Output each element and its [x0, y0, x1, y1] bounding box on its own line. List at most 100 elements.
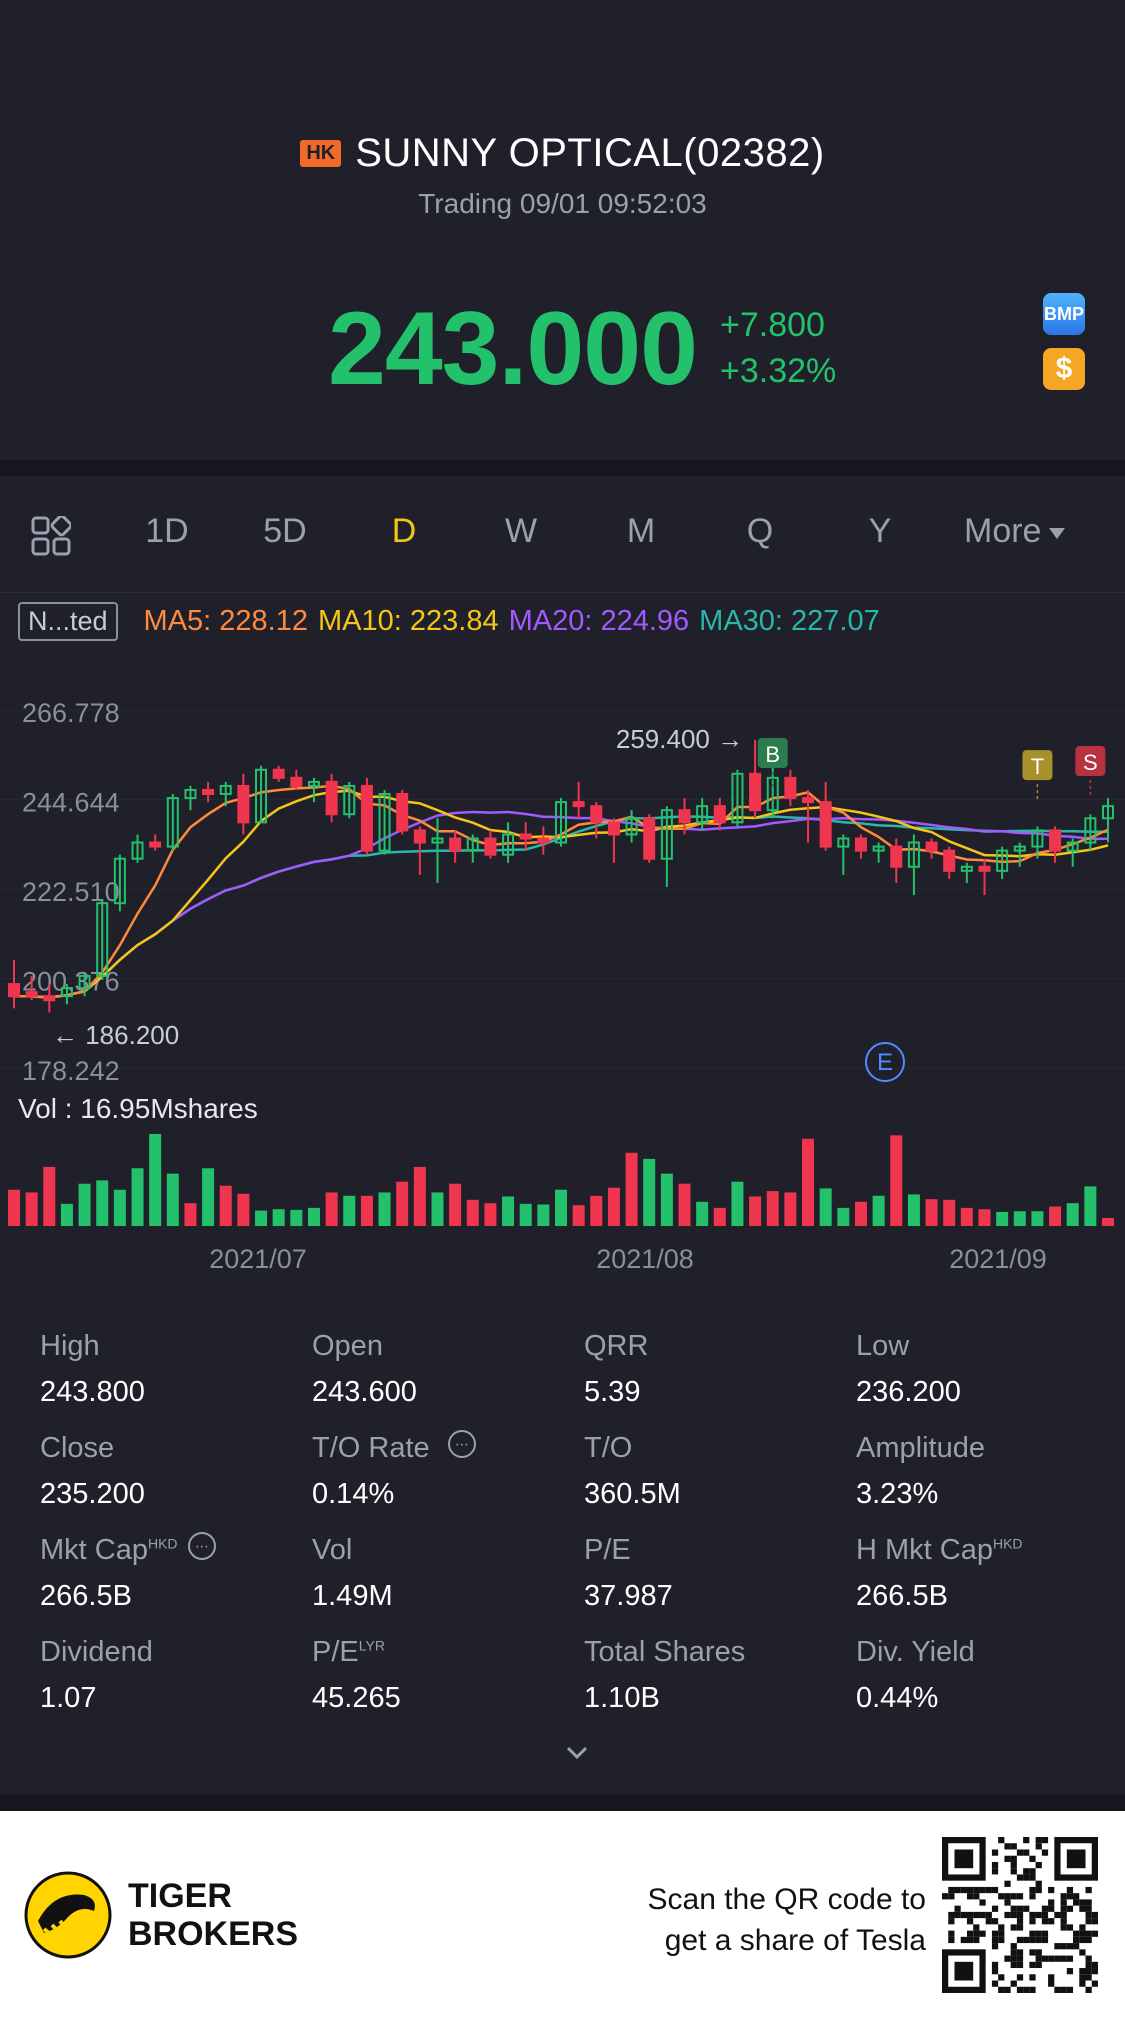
- qr-module: [973, 1893, 980, 1900]
- stat-label: P/E: [584, 1534, 631, 1566]
- grid-menu-icon[interactable]: [31, 516, 71, 556]
- info-icon[interactable]: ⋯: [448, 1430, 476, 1458]
- candle-body: [731, 772, 744, 824]
- candle-body: [360, 784, 373, 852]
- stat-value: 37.987: [584, 1580, 673, 1612]
- tab-y[interactable]: Y: [868, 512, 892, 550]
- adjustment-selector[interactable]: N...ted: [18, 601, 118, 641]
- stat-value: 3.23%: [856, 1478, 939, 1510]
- candle-body: [660, 809, 673, 860]
- qr-module: [998, 1837, 1005, 1844]
- stat-value: 360.5M: [584, 1478, 681, 1510]
- candle-body: [25, 991, 38, 998]
- volume-bar: [307, 1207, 320, 1226]
- volume-bar: [996, 1211, 1009, 1226]
- earnings-marker: [865, 1042, 905, 1082]
- qr-module: [991, 1861, 999, 1869]
- dollar-icon[interactable]: $: [1043, 348, 1085, 390]
- tab-5d[interactable]: 5D: [263, 512, 307, 550]
- volume-bar: [325, 1192, 338, 1226]
- volume-bar: [625, 1152, 638, 1226]
- qr-module: [954, 1905, 961, 1912]
- volume-bar: [660, 1173, 673, 1226]
- tab-w[interactable]: W: [504, 512, 538, 550]
- qr-module: [966, 1886, 974, 1894]
- qr-module: [1004, 1955, 1011, 1962]
- tab-d[interactable]: D: [391, 512, 417, 550]
- tab-q[interactable]: Q: [746, 512, 774, 550]
- qr-module: [1060, 1986, 1067, 1993]
- y-tick-label: 178.242: [22, 1056, 120, 1086]
- brand-name: TIGER BROKERS: [128, 1877, 298, 1953]
- tab-more[interactable]: More: [964, 512, 1066, 551]
- candle-body: [1066, 841, 1079, 852]
- qr-module: [966, 1918, 974, 1925]
- candle-body: [572, 801, 585, 808]
- volume-bar: [978, 1209, 991, 1226]
- stat-label: Div. Yield: [856, 1636, 975, 1668]
- qr-module: [1079, 1949, 1086, 1956]
- qr-module: [1091, 1930, 1098, 1937]
- qr-code-icon[interactable]: [942, 1837, 1098, 1993]
- stat-label: T/O: [584, 1432, 633, 1464]
- stat-unit: HKD: [147, 1535, 178, 1552]
- stat-label: H Mkt CapHKD: [856, 1534, 1023, 1566]
- candle-body: [1013, 845, 1026, 852]
- tab-m[interactable]: M: [626, 512, 656, 550]
- qr-module: [1029, 1893, 1036, 1900]
- candle-body: [802, 797, 815, 804]
- volume-bar: [802, 1138, 815, 1226]
- chevron-down-icon[interactable]: [566, 1742, 588, 1764]
- qr-module: [1085, 1961, 1092, 1969]
- volume-bar: [290, 1209, 303, 1226]
- price-change: +7.800: [720, 306, 825, 344]
- candle-body: [996, 849, 1009, 872]
- qr-module: [991, 1961, 999, 1969]
- qr-module: [1035, 1880, 1042, 1887]
- qr-module: [1041, 1955, 1049, 1962]
- candle-body: [272, 768, 285, 779]
- qr-module: [966, 1893, 974, 1900]
- qr-module: [1066, 1886, 1074, 1894]
- qr-module: [1010, 1868, 1017, 1875]
- qr-module: [1054, 1911, 1061, 1919]
- qr-module: [1060, 1918, 1067, 1925]
- stat-unit: LYR: [358, 1637, 385, 1654]
- bmp-icon[interactable]: BMP: [1043, 293, 1085, 335]
- y-tick-label: 244.644: [22, 788, 120, 818]
- qr-module: [1016, 1955, 1024, 1962]
- stat-value: 266.5B: [856, 1580, 948, 1612]
- qr-module: [1023, 1837, 1030, 1844]
- stat-value: 5.39: [584, 1376, 641, 1408]
- qr-module: [1035, 1911, 1042, 1919]
- volume-bar: [502, 1196, 515, 1226]
- qr-module: [1010, 1955, 1017, 1962]
- qr-module: [1004, 1911, 1011, 1919]
- qr-module: [1048, 1886, 1055, 1894]
- qr-module: [1085, 1899, 1092, 1906]
- candle-body: [413, 829, 426, 844]
- stat-value: 1.49M: [312, 1580, 393, 1612]
- qr-module: [1085, 1968, 1092, 1975]
- marker-label-s: S: [1083, 750, 1098, 775]
- candle-body: [8, 983, 20, 998]
- tab-1d[interactable]: 1D: [145, 512, 189, 550]
- qr-module: [973, 1924, 980, 1931]
- qr-module: [1060, 1905, 1067, 1912]
- volume-bar: [1013, 1211, 1026, 1226]
- qr-module: [991, 1905, 999, 1912]
- stat-value: 1.10B: [584, 1682, 660, 1714]
- qr-module: [1085, 1905, 1092, 1912]
- max-price-label: 259.400 →: [616, 724, 743, 754]
- qr-module: [1035, 1955, 1042, 1962]
- stat-label: Close: [40, 1432, 115, 1464]
- candle-body: [766, 776, 779, 812]
- qr-module: [991, 1930, 999, 1937]
- kline-chart[interactable]: 266.778244.644222.510200.376178.242259.4…: [0, 670, 1125, 1290]
- stock-title[interactable]: SUNNY OPTICAL(02382): [355, 130, 825, 175]
- info-icon[interactable]: ⋯: [188, 1532, 216, 1560]
- qr-module: [1048, 1974, 1055, 1981]
- qr-module: [1035, 1936, 1042, 1944]
- volume-bar: [396, 1181, 409, 1226]
- candle-body: [325, 780, 338, 816]
